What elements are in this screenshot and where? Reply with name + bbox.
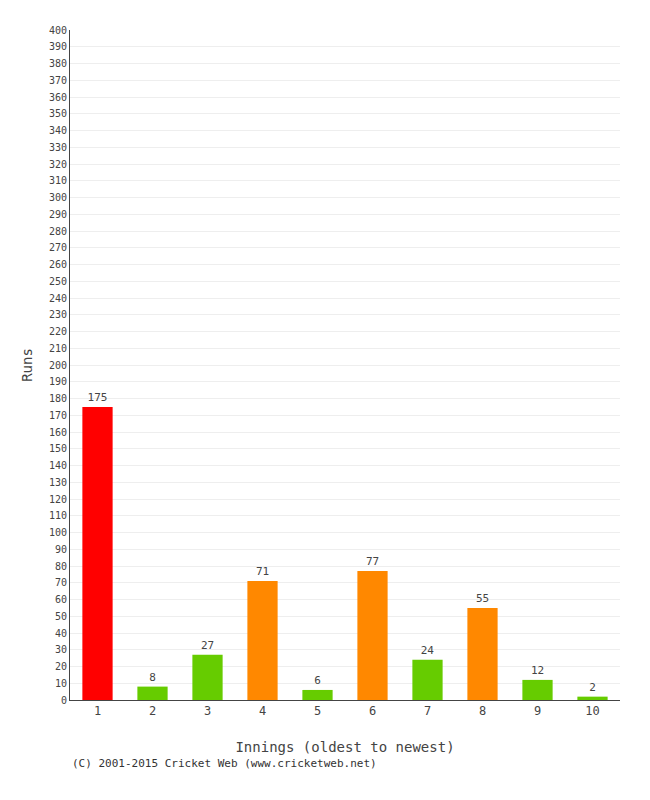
svg-text:330: 330	[49, 142, 67, 153]
svg-text:0: 0	[61, 695, 67, 706]
svg-text:180: 180	[49, 393, 67, 404]
svg-text:170: 170	[49, 410, 67, 421]
svg-text:140: 140	[49, 460, 67, 471]
svg-text:20: 20	[55, 661, 67, 672]
svg-text:71: 71	[256, 565, 269, 578]
svg-text:190: 190	[49, 376, 67, 387]
svg-text:110: 110	[49, 510, 67, 521]
svg-text:250: 250	[49, 276, 67, 287]
svg-text:350: 350	[49, 108, 67, 119]
svg-text:2: 2	[589, 681, 596, 694]
svg-text:120: 120	[49, 494, 67, 505]
svg-text:400: 400	[49, 25, 67, 36]
svg-text:210: 210	[49, 343, 67, 354]
svg-text:10: 10	[55, 678, 67, 689]
svg-text:55: 55	[476, 592, 489, 605]
svg-text:27: 27	[201, 639, 214, 652]
svg-text:150: 150	[49, 443, 67, 454]
svg-text:40: 40	[55, 628, 67, 639]
svg-text:5: 5	[314, 704, 321, 718]
svg-text:360: 360	[49, 92, 67, 103]
svg-text:340: 340	[49, 125, 67, 136]
svg-text:300: 300	[49, 192, 67, 203]
svg-text:230: 230	[49, 309, 67, 320]
svg-text:240: 240	[49, 293, 67, 304]
svg-text:60: 60	[55, 594, 67, 605]
svg-text:6: 6	[369, 704, 376, 718]
svg-text:260: 260	[49, 259, 67, 270]
svg-text:380: 380	[49, 58, 67, 69]
svg-text:30: 30	[55, 644, 67, 655]
svg-text:2: 2	[149, 704, 156, 718]
svg-text:80: 80	[55, 561, 67, 572]
svg-text:4: 4	[259, 704, 266, 718]
svg-text:8: 8	[479, 704, 486, 718]
svg-text:390: 390	[49, 41, 67, 52]
svg-text:280: 280	[49, 226, 67, 237]
svg-text:Innings (oldest to newest): Innings (oldest to newest)	[235, 739, 454, 755]
svg-text:270: 270	[49, 242, 67, 253]
svg-text:70: 70	[55, 577, 67, 588]
svg-text:24: 24	[421, 644, 435, 657]
svg-text:220: 220	[49, 326, 67, 337]
svg-text:12: 12	[531, 664, 544, 677]
svg-text:77: 77	[366, 555, 379, 568]
svg-text:9: 9	[534, 704, 541, 718]
svg-text:10: 10	[585, 704, 599, 718]
svg-text:6: 6	[314, 674, 321, 687]
svg-text:(C) 2001-2015 Cricket Web (www: (C) 2001-2015 Cricket Web (www.cricketwe…	[72, 757, 377, 770]
svg-text:130: 130	[49, 477, 67, 488]
svg-text:1: 1	[94, 704, 101, 718]
svg-text:50: 50	[55, 611, 67, 622]
svg-text:Runs: Runs	[19, 348, 35, 382]
svg-text:7: 7	[424, 704, 431, 718]
svg-text:320: 320	[49, 159, 67, 170]
svg-text:310: 310	[49, 175, 67, 186]
svg-text:200: 200	[49, 360, 67, 371]
svg-text:370: 370	[49, 75, 67, 86]
svg-text:8: 8	[149, 671, 156, 684]
svg-text:175: 175	[88, 391, 108, 404]
svg-text:160: 160	[49, 427, 67, 438]
svg-text:3: 3	[204, 704, 211, 718]
svg-text:100: 100	[49, 527, 67, 538]
svg-text:90: 90	[55, 544, 67, 555]
svg-text:290: 290	[49, 209, 67, 220]
